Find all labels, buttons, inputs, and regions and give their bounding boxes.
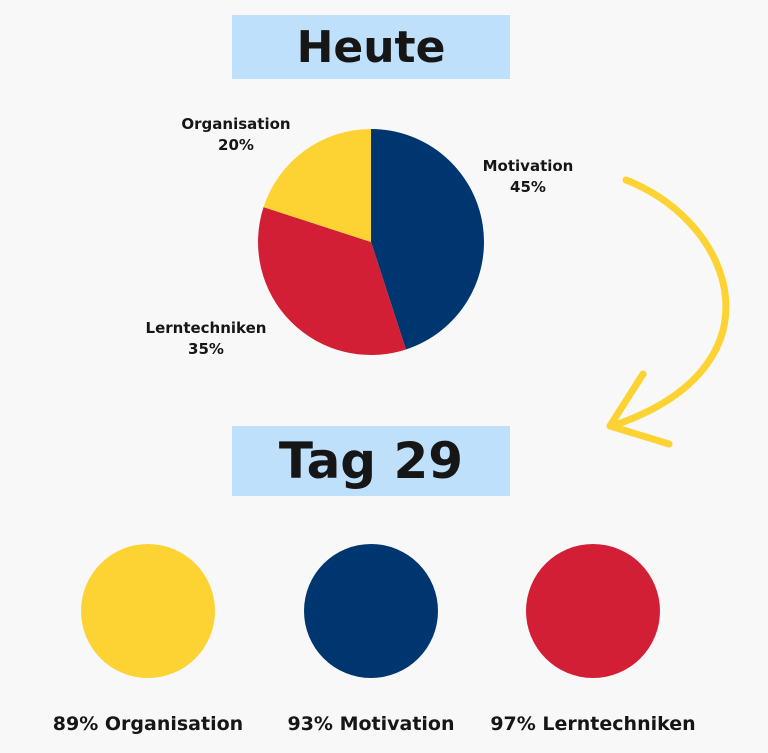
- pie-slice-organisation: [263, 129, 371, 242]
- organisation-caption: 89% Organisation: [52, 713, 244, 735]
- pie-chart: [258, 129, 484, 356]
- motivation-caption: 93% Motivation: [287, 713, 455, 735]
- pie-label-organisation-name: Organisation: [181, 115, 291, 133]
- organisation-circle: [81, 544, 215, 678]
- pie-label-organisation-value: 20%: [218, 136, 254, 154]
- tag-29-title-text: Tag 29: [278, 432, 464, 490]
- pie-label-motivation-name: Motivation: [482, 157, 574, 175]
- motivation-circle: [304, 544, 438, 678]
- pie-slice-motivation: [371, 129, 484, 350]
- pie-label-lerntechniken: Lerntechniken 35%: [136, 318, 276, 360]
- pie-label-lerntechniken-value: 35%: [188, 340, 224, 358]
- pie-slice-lerntechniken: [258, 207, 406, 356]
- tag-29-title: Tag 29: [232, 426, 510, 496]
- lerntechniken-caption: 97% Lerntechniken: [490, 713, 696, 735]
- heute-title-text: Heute: [296, 21, 446, 73]
- heute-title: Heute: [232, 15, 510, 79]
- pie-label-organisation: Organisation 20%: [170, 114, 302, 156]
- arrow-curve: [608, 176, 730, 430]
- pie-label-motivation-value: 45%: [510, 178, 546, 196]
- lerntechniken-circle: [526, 544, 660, 678]
- arrow-head: [606, 370, 673, 448]
- curved-arrow-icon: [606, 176, 730, 448]
- pie-label-lerntechniken-name: Lerntechniken: [145, 319, 267, 337]
- pie-label-motivation: Motivation 45%: [462, 156, 594, 198]
